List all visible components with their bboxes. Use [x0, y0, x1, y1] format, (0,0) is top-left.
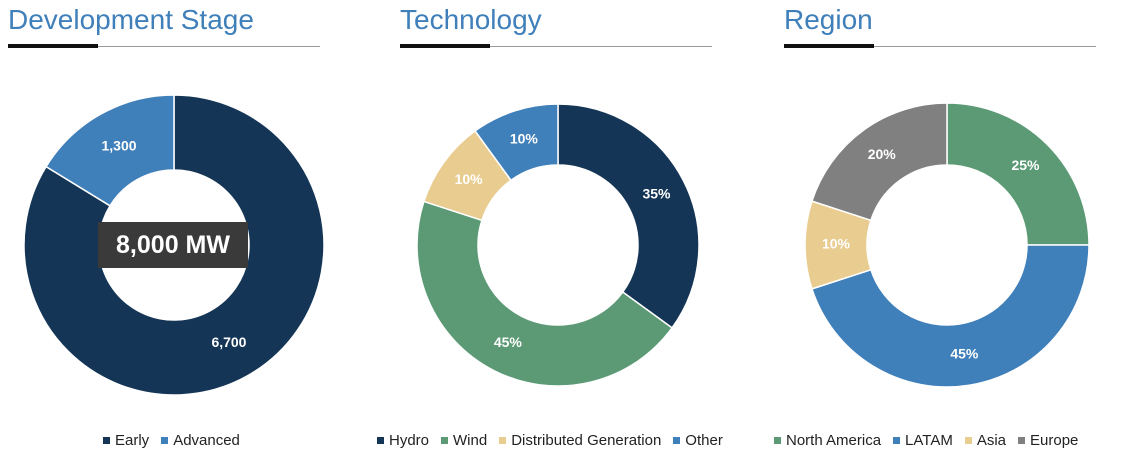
total-capacity-label: 8,000 MW [98, 222, 248, 268]
data-label-hydro: 35% [642, 186, 671, 202]
legend-label: Other [685, 432, 723, 449]
title-divider [400, 46, 712, 47]
region-donut: 25% 45% 10% 20% [804, 102, 1090, 388]
legend-item-europe: Europe [1018, 432, 1078, 449]
legend-item-hydro: Hydro [377, 432, 429, 449]
legend-swatch [1018, 437, 1026, 444]
legend-item-wind: Wind [441, 432, 487, 449]
data-label-early: 6,700 [211, 334, 246, 350]
legend-label: Europe [1030, 432, 1079, 449]
legend-item-early: Early [103, 432, 149, 449]
data-label-asia: 10% [822, 236, 851, 252]
title-divider [784, 46, 1096, 47]
legend-label: Advanced [173, 432, 240, 449]
data-label-other: 10% [510, 131, 539, 147]
legend-swatch [964, 437, 972, 444]
region-title: Region [784, 4, 873, 35]
legend-swatch [161, 437, 169, 444]
development-stage-donut: 6,700 1,300 [23, 94, 325, 396]
region-legend: North America LATAM Asia Europe [774, 432, 1078, 449]
legend-label: LATAM [905, 432, 953, 449]
technology-panel: Technology 35% 45% 10% 10% Hydro Wind Distrib… [377, 0, 723, 459]
title-divider [8, 46, 320, 47]
legend-swatch [499, 437, 507, 444]
development-stage-title: Development Stage [8, 4, 254, 35]
legend-label: Wind [453, 432, 488, 449]
development-stage-panel: Development Stage 6,700 1,300 8,000 MW Ea… [8, 0, 325, 459]
donut-hole [866, 164, 1028, 326]
legend-swatch [441, 437, 449, 444]
title-accent-bar [784, 44, 874, 48]
data-label-europe: 20% [868, 146, 897, 162]
title-accent-bar [400, 44, 490, 48]
legend-swatch [893, 437, 901, 444]
data-label-north-america: 25% [1011, 157, 1040, 173]
technology-donut: 35% 45% 10% 10% [416, 103, 700, 387]
data-label-latam: 45% [950, 345, 979, 361]
technology-title: Technology [400, 4, 542, 35]
legend-label: North America [786, 432, 882, 449]
region-panel: Region 25% 45% 10% 20% North America LATAM As… [774, 0, 1096, 459]
data-label-wind: 45% [494, 334, 523, 350]
legend-label: Distributed Generation [511, 432, 662, 449]
donut-hole [477, 164, 639, 326]
legend-item-latam: LATAM [893, 432, 953, 449]
development-stage-legend: Early Advanced [103, 432, 240, 449]
legend-label: Hydro [389, 432, 430, 449]
legend-swatch [673, 437, 681, 444]
legend-swatch [103, 437, 110, 444]
data-label-distributed-generation: 10% [455, 171, 484, 187]
legend-item-other: Other [673, 432, 723, 449]
legend-item-distributed-generation: Distributed Generation [499, 432, 661, 449]
data-label-advanced: 1,300 [102, 138, 137, 154]
legend-item-asia: Asia [964, 432, 1007, 449]
title-accent-bar [8, 44, 98, 48]
legend-label: Asia [976, 432, 1007, 449]
legend-item-advanced: Advanced [161, 432, 240, 449]
legend-swatch [774, 437, 781, 444]
legend-item-north-america: North America [774, 432, 881, 449]
legend-swatch [377, 437, 384, 444]
legend-label: Early [115, 432, 150, 449]
technology-legend: Hydro Wind Distributed Generation Other [377, 432, 723, 449]
